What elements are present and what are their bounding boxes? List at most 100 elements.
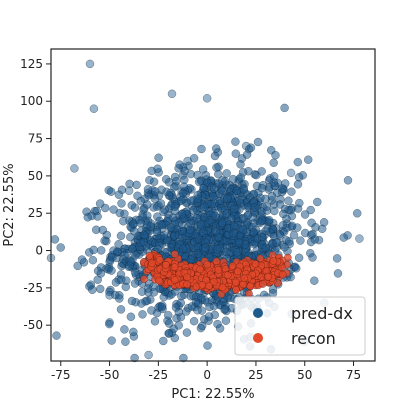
pred-dx-point <box>170 183 179 192</box>
pred-dx-point <box>176 196 186 205</box>
pred-dx-point <box>269 158 278 168</box>
pred-dx-point <box>332 254 342 263</box>
pred-dx-point <box>252 170 261 180</box>
pred-dx-point <box>177 226 187 236</box>
pred-dx-point <box>222 194 232 203</box>
pred-dx-point <box>160 205 169 214</box>
recon-point <box>218 283 227 292</box>
pred-dx-point <box>117 199 126 208</box>
pred-dx-point <box>183 156 192 166</box>
pred-dx-point <box>166 243 176 252</box>
pred-dx-point <box>201 170 211 180</box>
pred-dx-point <box>291 264 301 273</box>
recon-point <box>240 274 249 283</box>
pred-dx-point <box>125 179 134 189</box>
pred-dx-point <box>250 203 259 212</box>
pred-dx-point <box>89 104 99 113</box>
pred-dx-point <box>129 219 138 228</box>
pred-dx-point <box>150 317 160 326</box>
pred-dx-point <box>200 295 210 305</box>
pred-dx-point <box>201 243 210 252</box>
pred-dx-point <box>211 144 221 153</box>
pred-dx-point <box>257 183 267 193</box>
pred-dx-point <box>261 243 271 253</box>
pred-dx-point <box>191 297 201 307</box>
pred-dx-point <box>343 176 353 185</box>
pred-dx-point <box>70 164 79 173</box>
pred-dx-point <box>256 193 265 203</box>
pred-dx-point <box>228 174 238 184</box>
pred-dx-point <box>121 282 131 292</box>
pred-dx-point <box>211 227 221 236</box>
pred-dx-point <box>129 327 138 337</box>
pred-dx-point <box>98 225 108 235</box>
pred-dx-point <box>208 192 218 202</box>
pred-dx-point <box>272 238 281 247</box>
pred-dx-point <box>89 245 98 255</box>
pred-dx-point <box>197 321 207 331</box>
pred-dx-point <box>306 205 315 215</box>
pred-dx-point <box>130 353 139 363</box>
pred-dx-point <box>96 246 106 255</box>
pred-dx-point <box>307 218 316 228</box>
pred-dx-point <box>212 244 222 254</box>
pred-dx-point <box>150 187 160 196</box>
pred-dx-point <box>114 190 124 200</box>
pred-dx-point <box>174 321 183 330</box>
recon-point <box>155 276 163 285</box>
recon-point <box>223 271 232 280</box>
pred-dx-point <box>130 203 140 212</box>
pred-dx-point <box>352 209 362 218</box>
pred-dx-point <box>85 59 95 69</box>
pred-dx-point <box>189 206 198 215</box>
x-tick-label: 50 <box>297 368 312 382</box>
pred-dx-point <box>143 185 153 194</box>
pred-dx-point <box>269 172 279 181</box>
pred-dx-point <box>130 268 140 277</box>
pred-dx-point <box>116 305 126 314</box>
pred-dx-point <box>339 233 348 242</box>
pred-dx-point <box>257 216 267 226</box>
pred-dx-point <box>93 212 102 221</box>
pred-dx-point <box>287 187 296 196</box>
pred-dx-point <box>280 103 289 113</box>
recon-point <box>233 267 242 276</box>
recon-point <box>246 282 255 291</box>
pred-dx-point <box>96 269 106 278</box>
recon-point <box>145 251 154 260</box>
plot-frame <box>50 48 376 362</box>
pred-dx-point <box>113 247 122 256</box>
pred-dx-point <box>282 214 291 224</box>
recon-point <box>196 265 204 274</box>
pred-dx-point <box>222 169 231 178</box>
points-layer <box>46 59 364 363</box>
y-tick-label: 50 <box>28 169 43 183</box>
pred-dx-point <box>218 186 227 195</box>
pred-dx-point <box>73 261 82 271</box>
recon-point <box>162 260 170 269</box>
pred-dx-point <box>117 275 126 285</box>
pred-dx-point <box>127 244 137 253</box>
pred-dx-point <box>178 188 188 198</box>
pred-dx-point <box>289 230 299 240</box>
pred-dx-point <box>238 168 248 177</box>
pred-dx-point <box>192 214 202 223</box>
recon-point <box>183 280 191 289</box>
pred-dx-point <box>261 226 270 236</box>
legend-box <box>234 296 366 356</box>
pred-dx-point <box>95 199 105 208</box>
y-tick-label: 0 <box>35 244 43 258</box>
x-tick-label: -75 <box>51 368 71 382</box>
pred-dx-point <box>275 231 285 240</box>
pred-dx-point <box>203 341 212 350</box>
pred-dx-point <box>105 291 114 300</box>
recon-point <box>140 275 148 283</box>
pred-dx-point <box>308 253 317 262</box>
pred-dx-point <box>300 210 310 219</box>
pred-dx-point <box>232 186 242 195</box>
recon-point <box>170 263 179 271</box>
legend-marker-pred-dx <box>253 308 263 318</box>
pred-dx-point <box>154 153 163 163</box>
pred-dx-point <box>355 234 364 243</box>
